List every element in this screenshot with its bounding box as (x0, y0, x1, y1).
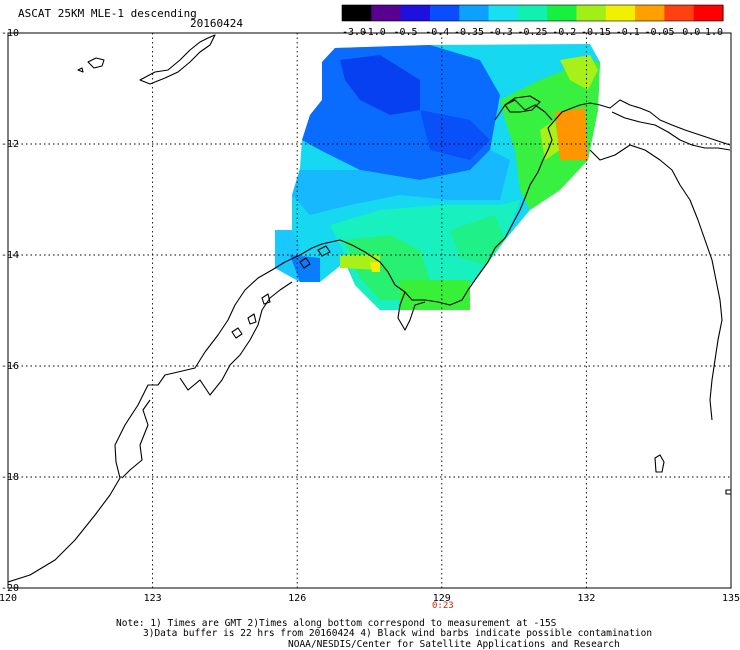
colorbar-segment (605, 5, 636, 21)
ascat-swath (275, 44, 600, 310)
colorbar-segment (517, 5, 548, 21)
colorbar-frame (341, 4, 724, 22)
colorbar (341, 4, 724, 22)
colorbar-segment (635, 5, 665, 21)
colorbar-segment (664, 5, 695, 21)
swath-west-blue-cells (290, 255, 320, 282)
map-title: ASCAT 25KM MLE-1 descending (18, 7, 197, 20)
island-kimberley-cluster (231, 245, 331, 339)
latitude-label: -20 (1, 583, 19, 594)
swath-west-edge (275, 230, 300, 282)
colorbar-segment (576, 5, 607, 21)
time-label: 0:23 (432, 601, 454, 611)
swath-green-region-south (400, 280, 470, 310)
map-date: 20160424 (190, 17, 243, 30)
note-line-1: Note: 1) Times are GMT 2)Times along bot… (116, 618, 557, 629)
swath-yellow-cell (370, 262, 380, 272)
swath-yellowgreen-strip (340, 255, 380, 270)
longitude-label: 120 (0, 593, 17, 604)
longitude-labels: 120 123 126 129 132 135 (0, 593, 740, 604)
swath-mid-wind-band (292, 150, 510, 215)
swath-yellowgreen-patch (540, 120, 560, 160)
island-groote (654, 454, 665, 473)
island-tiwi (504, 95, 541, 113)
latitude-label: -18 (1, 472, 19, 483)
colorbar-segment (400, 5, 431, 21)
joseph-bonaparte-gulf (397, 291, 426, 331)
swath-low-wind-patch (420, 110, 490, 160)
coastline-detail-kimberley (179, 281, 293, 396)
latitude-label: -12 (1, 139, 19, 150)
island-small-west (87, 57, 105, 69)
colorbar-segment (488, 5, 519, 21)
longitude-label: 126 (288, 593, 306, 604)
coastline-detail-west (121, 399, 151, 479)
colorbar-segment (371, 5, 402, 21)
longitude-label: 129 (433, 593, 451, 604)
colorbar-segment (459, 5, 490, 21)
longitude-label: 123 (144, 593, 162, 604)
colorbar-segment (547, 5, 578, 21)
colorbar-segment (429, 5, 460, 21)
island-timor (139, 34, 216, 85)
colorbar-segment (693, 5, 724, 21)
swath-high-wind-patch (555, 108, 588, 160)
note-line-3: NOAA/NESDIS/Center for Satellite Applica… (288, 639, 620, 650)
island-southeast (725, 489, 731, 495)
graticule (8, 33, 731, 588)
longitude-label: 135 (722, 593, 740, 604)
coastline-east-detail (611, 111, 731, 151)
latitude-label: -10 (1, 28, 19, 39)
swath-green-patch (450, 215, 505, 265)
colorbar-segment (342, 5, 372, 21)
note-line-2: 3)Data buffer is 22 hrs from 20160424 4)… (143, 628, 652, 639)
latitude-label: -16 (1, 361, 19, 372)
swath-ne-yellowgreen (560, 55, 598, 90)
gulf-coastline (589, 144, 723, 421)
latitude-label: -14 (1, 250, 19, 261)
longitude-label: 132 (577, 593, 595, 604)
swath-lowest-wind-core (340, 55, 420, 115)
map-frame (7, 32, 732, 589)
island-tip (77, 67, 84, 73)
latitude-labels: -10 -12 -14 -16 -18 -20 (1, 28, 19, 594)
